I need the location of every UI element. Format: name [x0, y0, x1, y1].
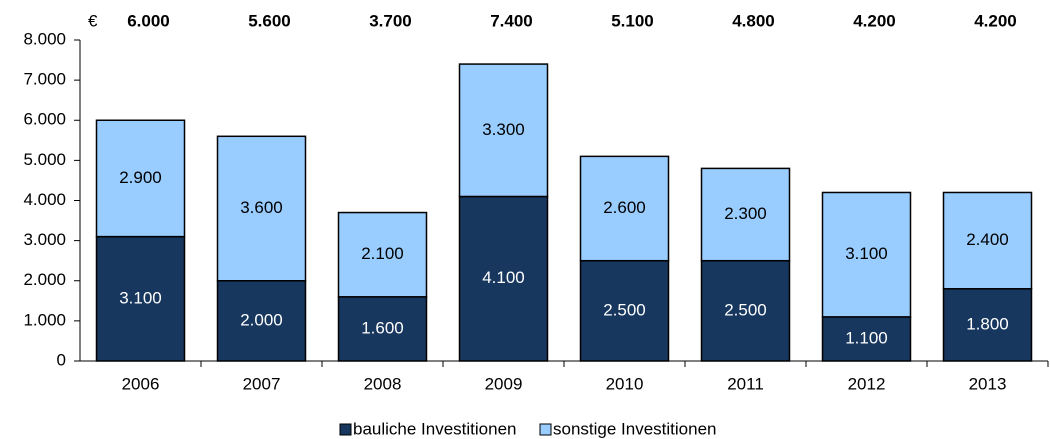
x-tick-label: 2010 — [606, 374, 644, 393]
x-tick-label: 2009 — [485, 374, 523, 393]
value-label: 2.400 — [966, 230, 1009, 249]
y-tick-label: 6.000 — [23, 110, 66, 129]
value-label: 2.500 — [724, 300, 767, 319]
bar-segment — [579, 259, 670, 362]
x-tick-label: 2007 — [243, 374, 281, 393]
value-label: 1.800 — [966, 314, 1009, 333]
bar-segment — [579, 155, 670, 262]
bar-segment — [942, 288, 1033, 362]
total-label: 6.000 — [127, 11, 170, 30]
total-label: 4.200 — [974, 11, 1017, 30]
y-tick-label: 2.000 — [23, 270, 66, 289]
total-label: 4.200 — [853, 11, 896, 30]
value-label: 3.600 — [240, 198, 283, 217]
value-label: 2.900 — [119, 168, 162, 187]
bar-segment — [95, 119, 186, 238]
x-tick-label: 2008 — [364, 374, 402, 393]
bar-segment — [458, 195, 549, 362]
legend-swatch — [339, 423, 352, 436]
y-tick-label: 4.000 — [23, 190, 66, 209]
value-label: 2.300 — [724, 204, 767, 223]
bar-segment — [700, 167, 791, 262]
x-tick-label: 2006 — [122, 374, 160, 393]
value-label: 3.100 — [119, 288, 162, 307]
y-tick-label: 8.000 — [23, 29, 66, 48]
bar-segment — [458, 63, 549, 198]
value-label: 3.100 — [845, 244, 888, 263]
bar-segment — [821, 316, 912, 362]
bar-segment — [216, 135, 307, 282]
total-label: 7.400 — [490, 11, 533, 30]
bar-segment — [942, 191, 1033, 290]
y-tick-label: 0 — [57, 350, 66, 369]
bar-segment — [821, 191, 912, 318]
total-label: 4.800 — [732, 11, 775, 30]
x-tick-label: 2011 — [727, 374, 764, 393]
y-tick-label: 5.000 — [23, 150, 66, 169]
legend-swatch — [539, 423, 552, 436]
y-tick-label: 3.000 — [23, 230, 66, 249]
value-label: 3.300 — [482, 120, 525, 139]
bar-segment — [95, 235, 186, 362]
value-label: 2.500 — [603, 300, 646, 319]
x-tick-label: 2012 — [848, 374, 886, 393]
y-tick-label: 7.000 — [23, 70, 66, 89]
y-axis-label: € — [88, 11, 98, 30]
bar-segment — [337, 211, 428, 298]
value-label: 4.100 — [482, 268, 525, 287]
legend-label: sonstige Investitionen — [553, 419, 717, 438]
value-label: 1.600 — [361, 318, 404, 337]
value-label: 2.100 — [361, 244, 404, 263]
value-label: 2.600 — [603, 198, 646, 217]
value-label: 1.100 — [845, 328, 888, 347]
x-tick-label: 2013 — [969, 374, 1007, 393]
y-tick-label: 1.000 — [23, 310, 66, 329]
bar-segment — [700, 259, 791, 362]
value-label: 2.000 — [240, 310, 283, 329]
total-label: 3.700 — [369, 11, 412, 30]
total-label: 5.100 — [611, 11, 654, 30]
bar-segment — [337, 296, 428, 362]
total-label: 5.600 — [248, 11, 291, 30]
legend-label: bauliche Investitionen — [353, 419, 517, 438]
